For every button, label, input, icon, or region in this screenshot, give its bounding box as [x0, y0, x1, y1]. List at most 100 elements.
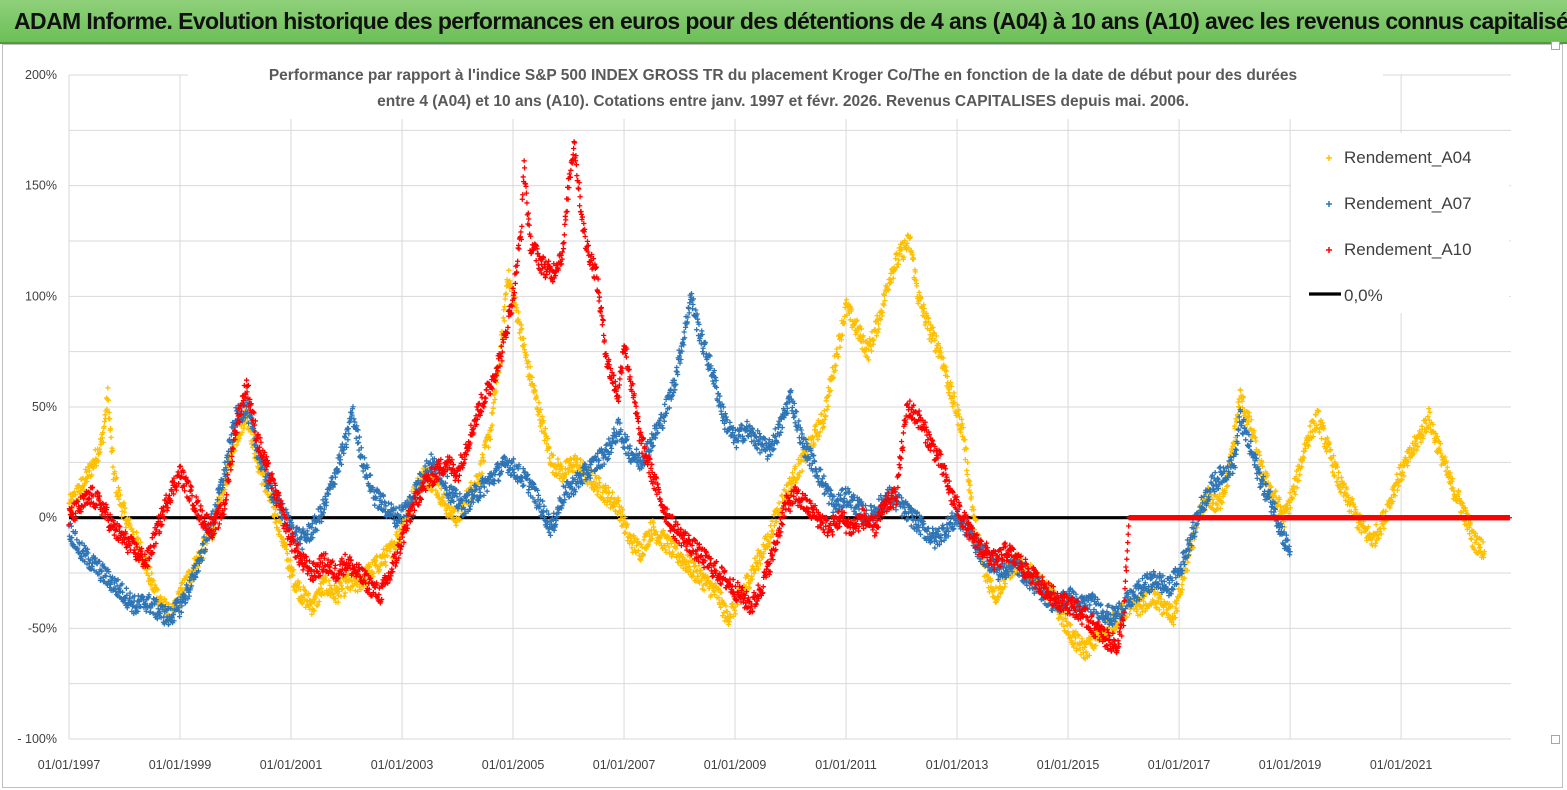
- data-point: [327, 582, 333, 589]
- data-point: [970, 504, 976, 510]
- data-point: [490, 410, 496, 416]
- data-point: [372, 502, 378, 508]
- data-point: [84, 479, 90, 485]
- data-point: [662, 401, 668, 407]
- data-point: [392, 546, 399, 552]
- data-point: [138, 539, 144, 545]
- data-point: [236, 435, 242, 442]
- data-point: [1083, 649, 1089, 655]
- data-point: [108, 434, 114, 441]
- data-point: [633, 446, 640, 452]
- data-point: [1468, 536, 1475, 542]
- data-point: [555, 456, 561, 462]
- data-point: [551, 510, 557, 516]
- data-point: [1394, 471, 1400, 478]
- data-point: [308, 600, 314, 606]
- data-point: [371, 570, 377, 576]
- report-title: ADAM Informe. Evolution historique des p…: [14, 7, 1567, 34]
- data-point: [335, 599, 341, 605]
- data-point: [303, 604, 309, 610]
- data-point: [1318, 435, 1325, 442]
- series-rendement-a04: [66, 232, 1487, 662]
- data-point: [698, 567, 704, 573]
- data-point: [104, 396, 110, 402]
- data-point: [691, 563, 697, 570]
- data-point: [336, 588, 342, 595]
- data-point: [276, 528, 283, 534]
- data-point: [309, 611, 315, 617]
- data-point: [66, 500, 72, 507]
- data-point: [1238, 387, 1244, 393]
- data-point: [95, 458, 101, 464]
- data-point: [520, 483, 526, 489]
- data-point: [964, 471, 970, 477]
- data-point: [501, 307, 507, 313]
- data-point: [149, 570, 155, 576]
- data-point: [290, 572, 296, 578]
- data-point: [310, 596, 316, 602]
- data-point: [251, 451, 258, 457]
- data-point: [394, 529, 400, 535]
- series-rendement-a07: [66, 291, 1293, 628]
- data-point: [238, 423, 244, 429]
- data-point: [112, 469, 118, 475]
- data-point: [72, 492, 79, 498]
- data-point: [1381, 525, 1387, 532]
- data-point: [825, 403, 831, 409]
- scatter-chart: Performance par rapport à l'indice S&P 5…: [17, 59, 1512, 772]
- data-point: [115, 485, 122, 491]
- data-point: [117, 492, 123, 498]
- data-point: [76, 483, 82, 489]
- data-point: [608, 445, 615, 451]
- data-point: [354, 581, 360, 587]
- data-point: [342, 590, 348, 596]
- data-point: [83, 466, 89, 473]
- data-point: [287, 557, 293, 563]
- data-point: [506, 267, 512, 273]
- data-point: [126, 516, 133, 522]
- data-point: [358, 586, 364, 593]
- data-point: [234, 442, 240, 448]
- data-point: [249, 441, 255, 447]
- data-point: [326, 578, 332, 584]
- data-point: [311, 608, 317, 614]
- data-point: [1179, 582, 1185, 588]
- data-point: [355, 588, 361, 594]
- data-point: [239, 429, 245, 435]
- data-point: [323, 496, 329, 502]
- data-point: [116, 496, 122, 502]
- data-point: [162, 596, 168, 603]
- data-point: [106, 409, 112, 416]
- data-point: [114, 475, 120, 481]
- data-point: [93, 463, 99, 469]
- data-point: [105, 385, 111, 391]
- data-point: [100, 439, 106, 445]
- data-point: [681, 329, 687, 335]
- chart-title: Performance par rapport à l'indice S&P 5…: [188, 59, 1383, 119]
- data-point: [105, 397, 111, 403]
- data-point: [145, 578, 152, 584]
- data-point: [155, 587, 161, 593]
- data-point: [272, 511, 278, 517]
- data-point: [694, 327, 700, 333]
- data-point: [122, 505, 128, 511]
- chart-area[interactable]: Performance par rapport à l'indice S&P 5…: [2, 41, 1563, 788]
- data-point: [496, 478, 502, 484]
- data-point: [718, 590, 724, 596]
- data-point: [356, 434, 363, 440]
- data-point: [490, 405, 496, 411]
- data-point: [380, 546, 387, 552]
- data-point: [332, 474, 339, 480]
- data-point: [97, 449, 103, 455]
- data-point: [130, 528, 136, 535]
- data-point: [121, 500, 127, 506]
- data-point: [367, 563, 373, 570]
- data-point: [674, 364, 680, 371]
- data-point: [389, 538, 395, 544]
- data-point: [315, 602, 321, 608]
- data-point: [296, 580, 302, 586]
- data-point: [335, 585, 341, 592]
- data-point: [116, 487, 123, 493]
- data-point: [325, 588, 332, 594]
- data-point: [382, 554, 388, 560]
